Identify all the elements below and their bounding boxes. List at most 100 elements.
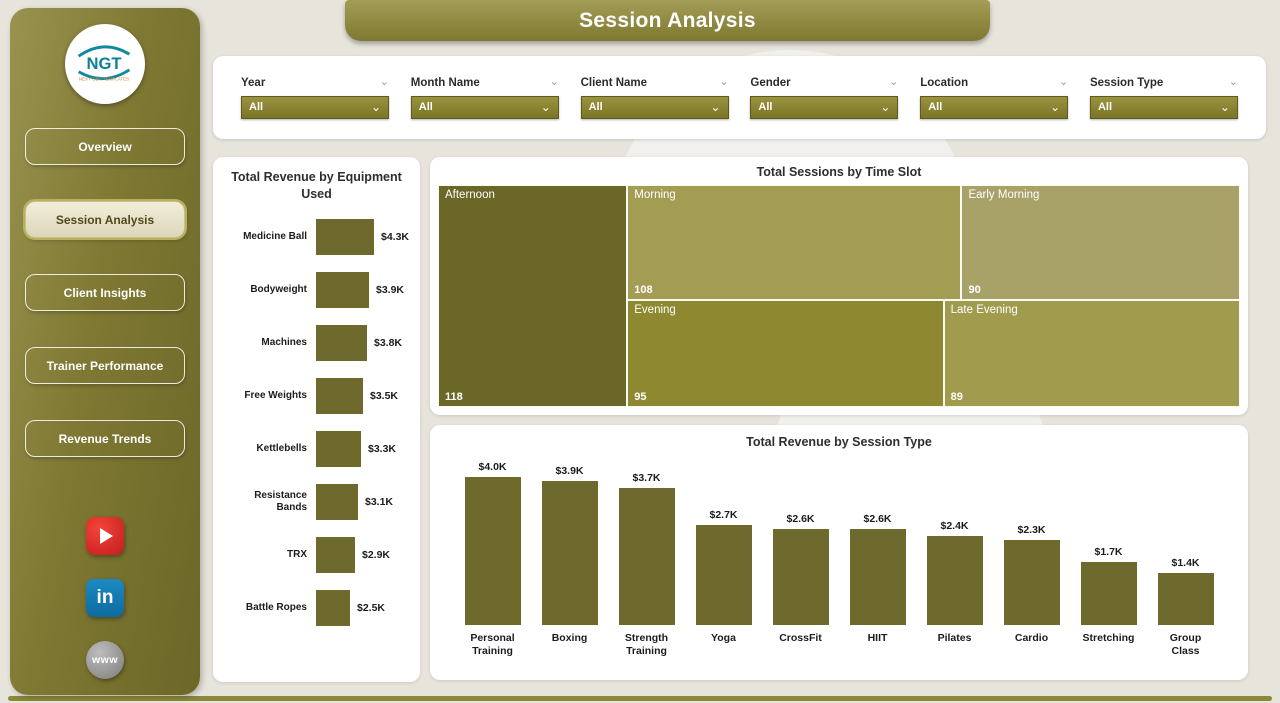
sidebar: NGT NEXT GEN TEMPLATES Overview Session A…	[10, 8, 200, 695]
value-label: $2.7K	[709, 509, 738, 521]
session-type-chart: $4.0K Personal Training $3.9K Boxing $3.7K St…	[438, 455, 1240, 660]
sidebar-item-trainer-performance[interactable]: Trainer Performance	[25, 347, 185, 384]
sidebar-item-client-insights[interactable]: Client Insights	[25, 274, 185, 311]
category-label: Machines	[261, 337, 307, 348]
tile-value: 90	[968, 284, 981, 297]
category-label: CrossFit	[779, 632, 822, 644]
category-label: Strength Training	[624, 632, 669, 658]
equipment-row-bodyweight: Bodyweight $3.9K	[221, 271, 412, 308]
sidebar-item-overview[interactable]: Overview	[25, 128, 185, 165]
bar-group-class[interactable]	[1157, 573, 1214, 625]
filter-location-dropdown[interactable]: All ⌄	[920, 95, 1069, 119]
social-icons: in www	[86, 517, 124, 679]
bar-cardio[interactable]	[1003, 540, 1060, 625]
bar-area: $4.0K	[464, 455, 521, 625]
value-label: $4.3K	[381, 230, 410, 243]
filter-year-dropdown[interactable]: All ⌄	[241, 95, 389, 119]
bar-free-weights[interactable]	[316, 377, 363, 414]
bar-bodyweight[interactable]	[316, 271, 369, 308]
bar-battle-ropes[interactable]	[316, 589, 350, 626]
filter-header: Client Name ⌄	[581, 77, 729, 89]
chevron-down-icon[interactable]: ⌄	[1058, 76, 1069, 88]
sidebar-item-session-analysis[interactable]: Session Analysis	[25, 201, 185, 238]
category-label: Bodyweight	[250, 284, 307, 295]
value-label: $2.9K	[362, 548, 391, 561]
bar-kettlebells[interactable]	[316, 430, 361, 467]
value-label: $2.3K	[1017, 524, 1046, 536]
treemap-tile-evening[interactable]: Evening 95	[627, 300, 944, 407]
treemap-tile-afternoon[interactable]: Afternoon 118	[438, 185, 628, 407]
bar-boxing[interactable]	[541, 481, 598, 625]
chevron-down-icon[interactable]: ⌄	[719, 76, 729, 88]
linkedin-glyph: in	[96, 587, 114, 608]
filter-gender-dropdown[interactable]: All ⌄	[750, 95, 899, 119]
bar-pilates[interactable]	[926, 536, 983, 625]
filter-header: Session Type ⌄	[1090, 77, 1238, 89]
bar-strength-training[interactable]	[618, 488, 675, 625]
play-icon	[100, 528, 113, 544]
youtube-icon[interactable]	[86, 517, 124, 555]
chevron-down-icon: ⌄	[1050, 100, 1061, 114]
value-label: $3.9K	[376, 283, 405, 296]
value-label: $3.9K	[555, 465, 584, 477]
treemap-tile-morning[interactable]: Morning 108	[627, 185, 962, 301]
chevron-down-icon[interactable]: ⌄	[1228, 76, 1238, 88]
category-label: Resistance Bands	[254, 490, 307, 513]
bar-area: $2.7K	[695, 455, 752, 625]
tile-label: Early Morning	[968, 189, 1040, 201]
chevron-down-icon: ⌄	[880, 100, 891, 114]
logo-text: NGT	[87, 54, 122, 73]
equipment-row-trx: TRX $2.9K	[221, 536, 412, 573]
bar-medicine-ball[interactable]	[316, 218, 374, 255]
bar-yoga[interactable]	[695, 525, 752, 625]
category-label: HIIT	[867, 632, 888, 644]
bar-hiit[interactable]	[849, 529, 906, 625]
bar-stretching[interactable]	[1080, 562, 1137, 625]
sessions-timeslot-panel: Total Sessions by Time Slot Afternoon 118…	[430, 157, 1248, 415]
value-label: $2.5K	[357, 601, 386, 614]
bar-trx[interactable]	[316, 536, 355, 573]
treemap-tile-early-morning[interactable]: Early Morning 90	[961, 185, 1240, 301]
category-label: Group Class	[1169, 632, 1202, 658]
chevron-down-icon[interactable]: ⌄	[889, 76, 899, 88]
filter-client-name-dropdown[interactable]: All ⌄	[580, 95, 729, 119]
filter-header: Month Name ⌄	[411, 77, 559, 89]
filter-selected-value: All	[418, 101, 433, 113]
filter-selected-value: All	[1097, 101, 1113, 113]
tile-label: Late Evening	[950, 304, 1018, 317]
chevron-down-icon[interactable]: ⌄	[549, 76, 559, 88]
filter-header: Location ⌄	[920, 77, 1068, 89]
value-label: $2.4K	[940, 520, 969, 532]
filter-client-name: Client Name ⌄ All ⌄	[580, 77, 729, 119]
equipment-chart: Medicine Ball $4.3K Bodyweight $3.9K Machine…	[221, 218, 412, 626]
filter-label: Month Name	[410, 76, 480, 89]
bar-resistance-bands[interactable]	[316, 483, 358, 520]
filter-month-name: Month Name ⌄ All ⌄	[410, 77, 559, 119]
chevron-down-icon[interactable]: ⌄	[379, 76, 389, 88]
tile-label: Afternoon	[445, 189, 495, 201]
filter-panel: Year ⌄ All ⌄ Month Name ⌄ All ⌄ Client Name ⌄ All ⌄…	[213, 56, 1266, 139]
equipment-row-free-weights: Free Weights $3.5K	[221, 377, 412, 414]
linkedin-icon[interactable]: in	[86, 579, 124, 617]
equipment-row-battle-ropes: Battle Ropes $2.5K	[221, 589, 412, 626]
bar-group-yoga: $2.7K Yoga	[695, 455, 753, 660]
chevron-down-icon: ⌄	[1219, 100, 1230, 114]
sidebar-item-revenue-trends[interactable]: Revenue Trends	[25, 420, 185, 457]
treemap-tile-late-evening[interactable]: Late Evening 89	[943, 300, 1240, 407]
page-title-banner: Session Analysis	[345, 0, 990, 41]
category-label: TRX	[287, 549, 307, 560]
bar-personal-training[interactable]	[464, 477, 521, 625]
ngt-logo-graphic: NGT NEXT GEN TEMPLATES	[66, 25, 142, 101]
bar-area: $1.7K	[1080, 455, 1137, 625]
website-icon[interactable]: www	[86, 641, 124, 679]
category-label: Kettlebells	[256, 443, 307, 454]
chevron-down-icon: ⌄	[370, 100, 381, 114]
filter-session-type-dropdown[interactable]: All ⌄	[1089, 95, 1238, 119]
category-label: Pilates	[937, 632, 972, 644]
bar-crossfit[interactable]	[772, 529, 829, 625]
bar-machines[interactable]	[316, 324, 367, 361]
filter-selected-value: All	[758, 101, 773, 113]
filter-header: Gender ⌄	[750, 77, 898, 89]
filter-label: Client Name	[580, 76, 648, 89]
filter-month-name-dropdown[interactable]: All ⌄	[410, 95, 559, 119]
